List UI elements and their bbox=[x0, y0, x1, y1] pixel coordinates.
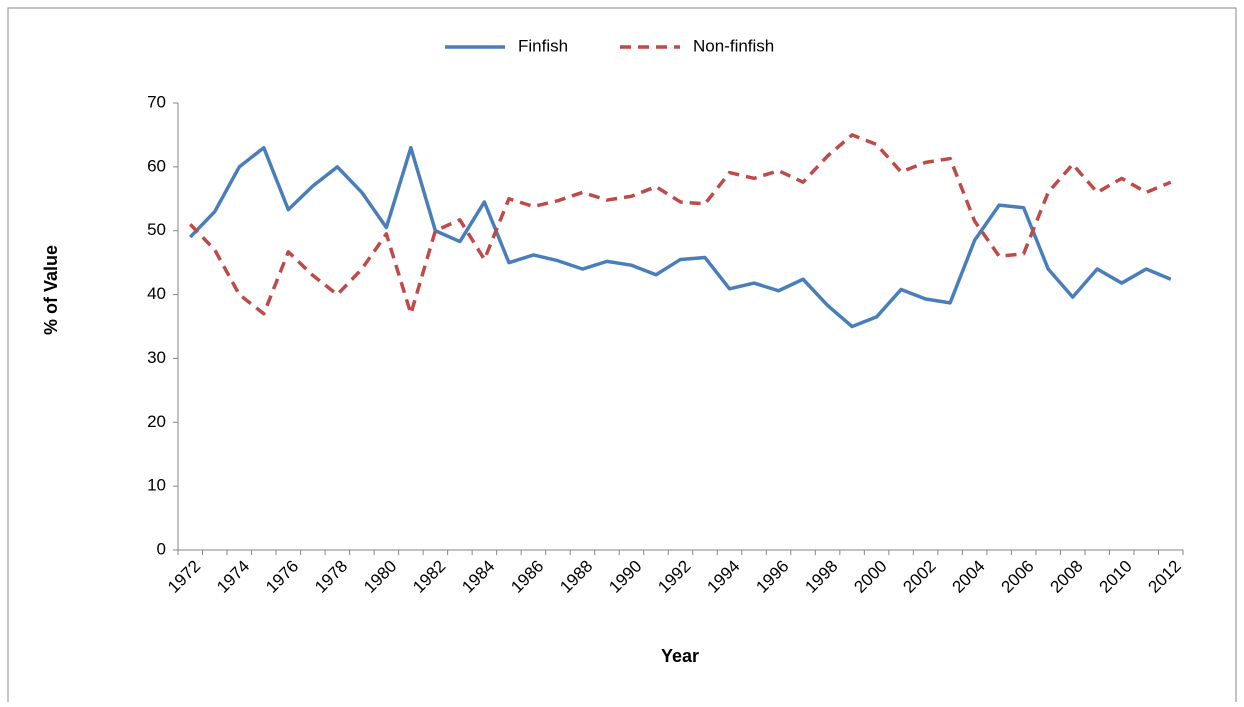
x-tick-label: 2012 bbox=[1145, 557, 1185, 597]
x-axis-title: Year bbox=[661, 646, 699, 666]
y-tick-label: 30 bbox=[147, 348, 166, 367]
x-tick-label: 2000 bbox=[850, 557, 890, 597]
y-tick-label: 20 bbox=[147, 412, 166, 431]
x-tick-label: 1998 bbox=[801, 557, 841, 597]
x-tick-label: 2006 bbox=[997, 557, 1037, 597]
x-tick-label: 2010 bbox=[1096, 557, 1136, 597]
x-tick-label: 1980 bbox=[360, 557, 400, 597]
chart-border bbox=[7, 7, 1237, 702]
y-tick-label: 50 bbox=[147, 220, 166, 239]
y-tick-label: 70 bbox=[147, 92, 166, 111]
x-tick-label: 1992 bbox=[654, 557, 694, 597]
x-tick-label: 2008 bbox=[1047, 557, 1087, 597]
y-axis-title: % of Value bbox=[41, 245, 61, 335]
x-tick-label: 1990 bbox=[605, 557, 645, 597]
x-tick-label: 2004 bbox=[948, 557, 988, 597]
x-tick-label: 1996 bbox=[752, 557, 792, 597]
x-tick-label: 1986 bbox=[507, 557, 547, 597]
y-tick-label: 0 bbox=[157, 539, 166, 558]
legend-label: Non-finfish bbox=[693, 36, 774, 55]
x-tick-label: 1994 bbox=[703, 557, 743, 597]
y-tick-label: 40 bbox=[147, 284, 166, 303]
x-tick-label: 1972 bbox=[164, 557, 204, 597]
line-series bbox=[188, 133, 1172, 316]
x-tick-label: 1976 bbox=[262, 557, 302, 597]
x-tick-label: 1982 bbox=[409, 557, 449, 597]
x-tick-label: 1978 bbox=[311, 557, 351, 597]
x-tick-label: 1974 bbox=[213, 557, 253, 597]
y-tick-label: 60 bbox=[147, 156, 166, 175]
y-tick-label: 10 bbox=[147, 476, 166, 495]
x-tick-label: 2002 bbox=[899, 557, 939, 597]
x-tick-label: 1988 bbox=[556, 557, 596, 597]
line-series bbox=[188, 145, 1172, 329]
x-tick-label: 1984 bbox=[458, 557, 498, 597]
legend-label: Finfish bbox=[518, 36, 568, 55]
